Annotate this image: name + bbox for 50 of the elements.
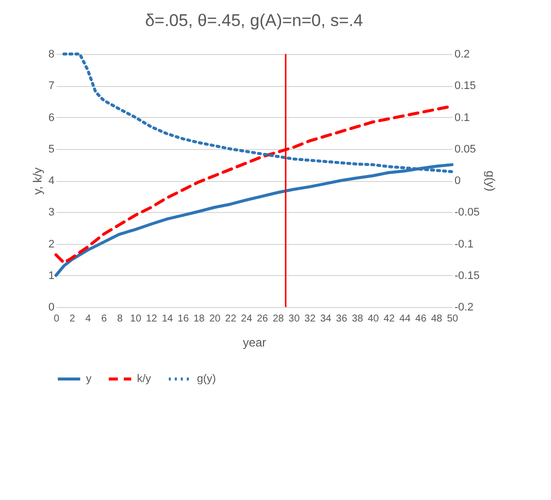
x-tick-label: 22 <box>225 314 237 324</box>
legend-label: g(y) <box>197 373 216 385</box>
y2-axis-title: g(y) <box>484 170 498 192</box>
x-tick-label: 4 <box>85 314 92 324</box>
y-tick-label: 3 <box>48 206 54 219</box>
x-tick-label: 36 <box>336 314 348 324</box>
y2-tick-label: -0.15 <box>454 270 480 282</box>
x-tick-label: 14 <box>162 314 174 324</box>
x-tick-label: 34 <box>320 314 332 324</box>
x-tick-label: 2 <box>70 314 76 324</box>
x-tick-label: 38 <box>352 314 364 324</box>
y-tick-label: 4 <box>48 175 54 187</box>
legend-label: y <box>86 373 92 385</box>
x-tick-label: 20 <box>209 314 221 324</box>
y-tick-label: 2 <box>48 238 54 250</box>
x-tick-label: 26 <box>256 314 268 324</box>
x-tick-label: 48 <box>431 314 443 324</box>
x-tick-label: 6 <box>101 314 108 324</box>
y2-tick-label: -0.05 <box>454 206 480 219</box>
x-tick-label: 30 <box>288 314 300 324</box>
x-tick-label: 50 <box>446 314 458 324</box>
x-tick-label: 32 <box>304 314 316 324</box>
y2-tick-label: 0 <box>454 175 461 187</box>
y-tick-label: 5 <box>48 143 54 156</box>
y2-tick-label: 0.15 <box>454 80 476 92</box>
y-axis-title: y, k/y <box>30 167 44 195</box>
x-tick-label: 28 <box>272 314 284 324</box>
x-tick-label: 12 <box>146 314 158 324</box>
x-tick-label: 42 <box>384 314 396 324</box>
x-tick-label: 44 <box>399 314 411 324</box>
x-tick-label: 24 <box>241 314 253 324</box>
y2-tick-label: 0.2 <box>454 48 470 60</box>
y2-tick-label: -0.1 <box>454 238 474 250</box>
x-tick-label: 46 <box>415 314 427 324</box>
y-tick-label: 6 <box>48 112 54 124</box>
chart-title: δ=.05, θ=.45, g(A)=n=0, s=.4 <box>145 11 363 30</box>
y-tick-label: 7 <box>48 80 54 92</box>
legend-label: k/y <box>137 373 152 385</box>
x-tick-label: 8 <box>117 314 124 324</box>
y2-tick-label: 0.05 <box>454 143 476 156</box>
x-tick-label: 10 <box>130 314 142 324</box>
y2-tick-label: -0.2 <box>454 302 474 314</box>
y-tick-label: 8 <box>48 48 54 60</box>
x-tick-label: 16 <box>178 314 190 324</box>
y-tick-label: 0 <box>48 302 54 314</box>
x-tick-label: 40 <box>368 314 380 324</box>
y-tick-label: 1 <box>48 270 54 282</box>
x-tick-label: 18 <box>193 314 206 324</box>
x-axis-title: year <box>242 336 266 350</box>
y2-tick-label: 0.1 <box>454 112 470 124</box>
